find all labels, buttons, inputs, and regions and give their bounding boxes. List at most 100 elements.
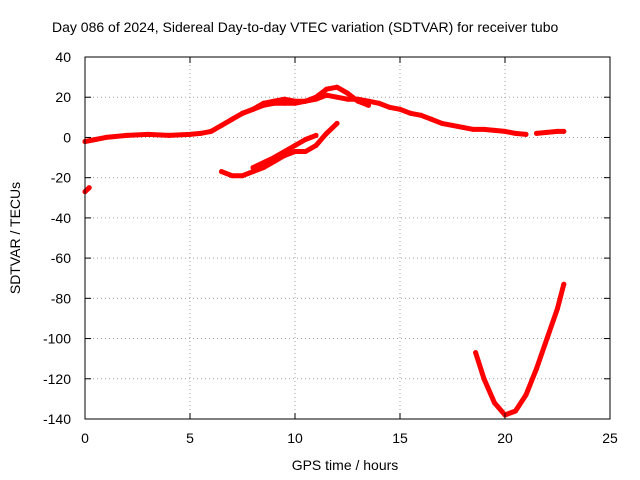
data-point — [492, 400, 497, 406]
data-point — [366, 102, 371, 108]
data-point — [481, 376, 487, 382]
data-point — [534, 130, 539, 136]
data-point — [93, 137, 98, 142]
data-point — [450, 122, 455, 128]
data-point — [282, 96, 287, 102]
data-point — [187, 131, 193, 137]
series-tail-end — [534, 128, 567, 136]
data-point — [523, 392, 529, 398]
data-point — [345, 90, 350, 96]
data-point — [261, 165, 266, 171]
axis-ticks: 0 5 10 15 20 25 -140 -120 -100 -80 -60 -40 -20 0 20 40 — [43, 49, 618, 446]
series-upper-arc — [240, 84, 371, 116]
data-point — [229, 116, 235, 122]
y-tick-label: -60 — [51, 250, 71, 266]
data-point — [261, 102, 266, 108]
data-point — [555, 305, 560, 311]
data-point — [166, 132, 172, 138]
series-line — [534, 128, 567, 136]
data-point — [324, 86, 329, 92]
x-tick-label: 15 — [392, 430, 408, 446]
series-deep-dip — [473, 281, 567, 418]
grid-lines — [85, 57, 610, 419]
data-point — [534, 366, 539, 372]
y-tick-label: -140 — [43, 411, 71, 427]
data-point — [471, 126, 476, 132]
x-tick-label: 5 — [186, 430, 194, 446]
y-tick-label: -20 — [51, 170, 71, 186]
data-point — [240, 173, 245, 179]
data-point — [544, 129, 550, 135]
data-point — [481, 126, 487, 132]
data-point — [555, 128, 560, 134]
data-point — [250, 165, 256, 171]
data-point — [355, 98, 361, 104]
data-point — [292, 143, 298, 148]
data-point — [124, 132, 130, 138]
data-point — [418, 112, 424, 118]
data-point — [460, 124, 466, 130]
data-point — [561, 128, 567, 134]
data-point — [219, 122, 224, 128]
data-point — [324, 92, 329, 98]
data-point — [292, 149, 298, 154]
plot-frame — [84, 56, 611, 420]
x-axis-label: GPS time / hours — [292, 457, 399, 473]
data-point — [502, 128, 508, 134]
data-point — [324, 130, 329, 136]
data-point — [561, 281, 567, 287]
data-point — [376, 100, 382, 106]
data-point — [397, 106, 403, 112]
data-point — [303, 137, 308, 142]
y-tick-label: -100 — [43, 331, 71, 347]
data-point — [271, 155, 277, 161]
data-series — [82, 84, 567, 418]
data-point — [313, 94, 319, 100]
series-line — [219, 120, 340, 179]
x-tick-label: 10 — [287, 430, 303, 446]
data-point — [334, 120, 340, 126]
series-early-point — [82, 185, 92, 195]
series-mid-low-arc — [219, 120, 340, 179]
y-tick-label: 20 — [55, 89, 71, 105]
data-point — [387, 104, 392, 110]
y-tick-label: -120 — [43, 371, 71, 387]
chart-title: Day 086 of 2024, Sidereal Day-to-day VTE… — [52, 19, 559, 35]
y-tick-label: 0 — [63, 129, 71, 145]
data-point — [513, 130, 518, 136]
data-point — [313, 143, 319, 148]
x-tick-label: 20 — [497, 430, 513, 446]
data-point — [345, 96, 350, 102]
series-line — [473, 281, 567, 418]
data-point — [334, 84, 340, 90]
data-point — [282, 100, 287, 106]
x-tick-label: 0 — [81, 430, 89, 446]
data-point — [292, 100, 298, 106]
y-axis-label: SDTVAR / TECUs — [7, 182, 23, 294]
data-point — [313, 132, 319, 138]
data-point — [250, 169, 256, 175]
data-point — [208, 128, 214, 134]
data-point — [303, 98, 308, 104]
data-point — [544, 336, 550, 342]
y-tick-label: -80 — [51, 290, 71, 306]
data-point — [219, 169, 224, 175]
data-point — [103, 134, 109, 140]
data-point — [240, 110, 245, 116]
data-point — [492, 127, 497, 133]
data-point — [250, 106, 256, 112]
x-tick-label: 25 — [602, 430, 618, 446]
data-point — [429, 116, 434, 122]
data-point — [229, 173, 235, 179]
data-point — [271, 100, 277, 106]
data-point — [473, 350, 479, 356]
data-point — [86, 185, 92, 191]
data-point — [334, 94, 340, 100]
data-point — [145, 131, 151, 137]
data-point — [198, 130, 203, 136]
data-point — [408, 110, 413, 116]
data-point — [523, 131, 529, 137]
data-point — [513, 408, 518, 414]
series-mid-short — [250, 132, 319, 171]
